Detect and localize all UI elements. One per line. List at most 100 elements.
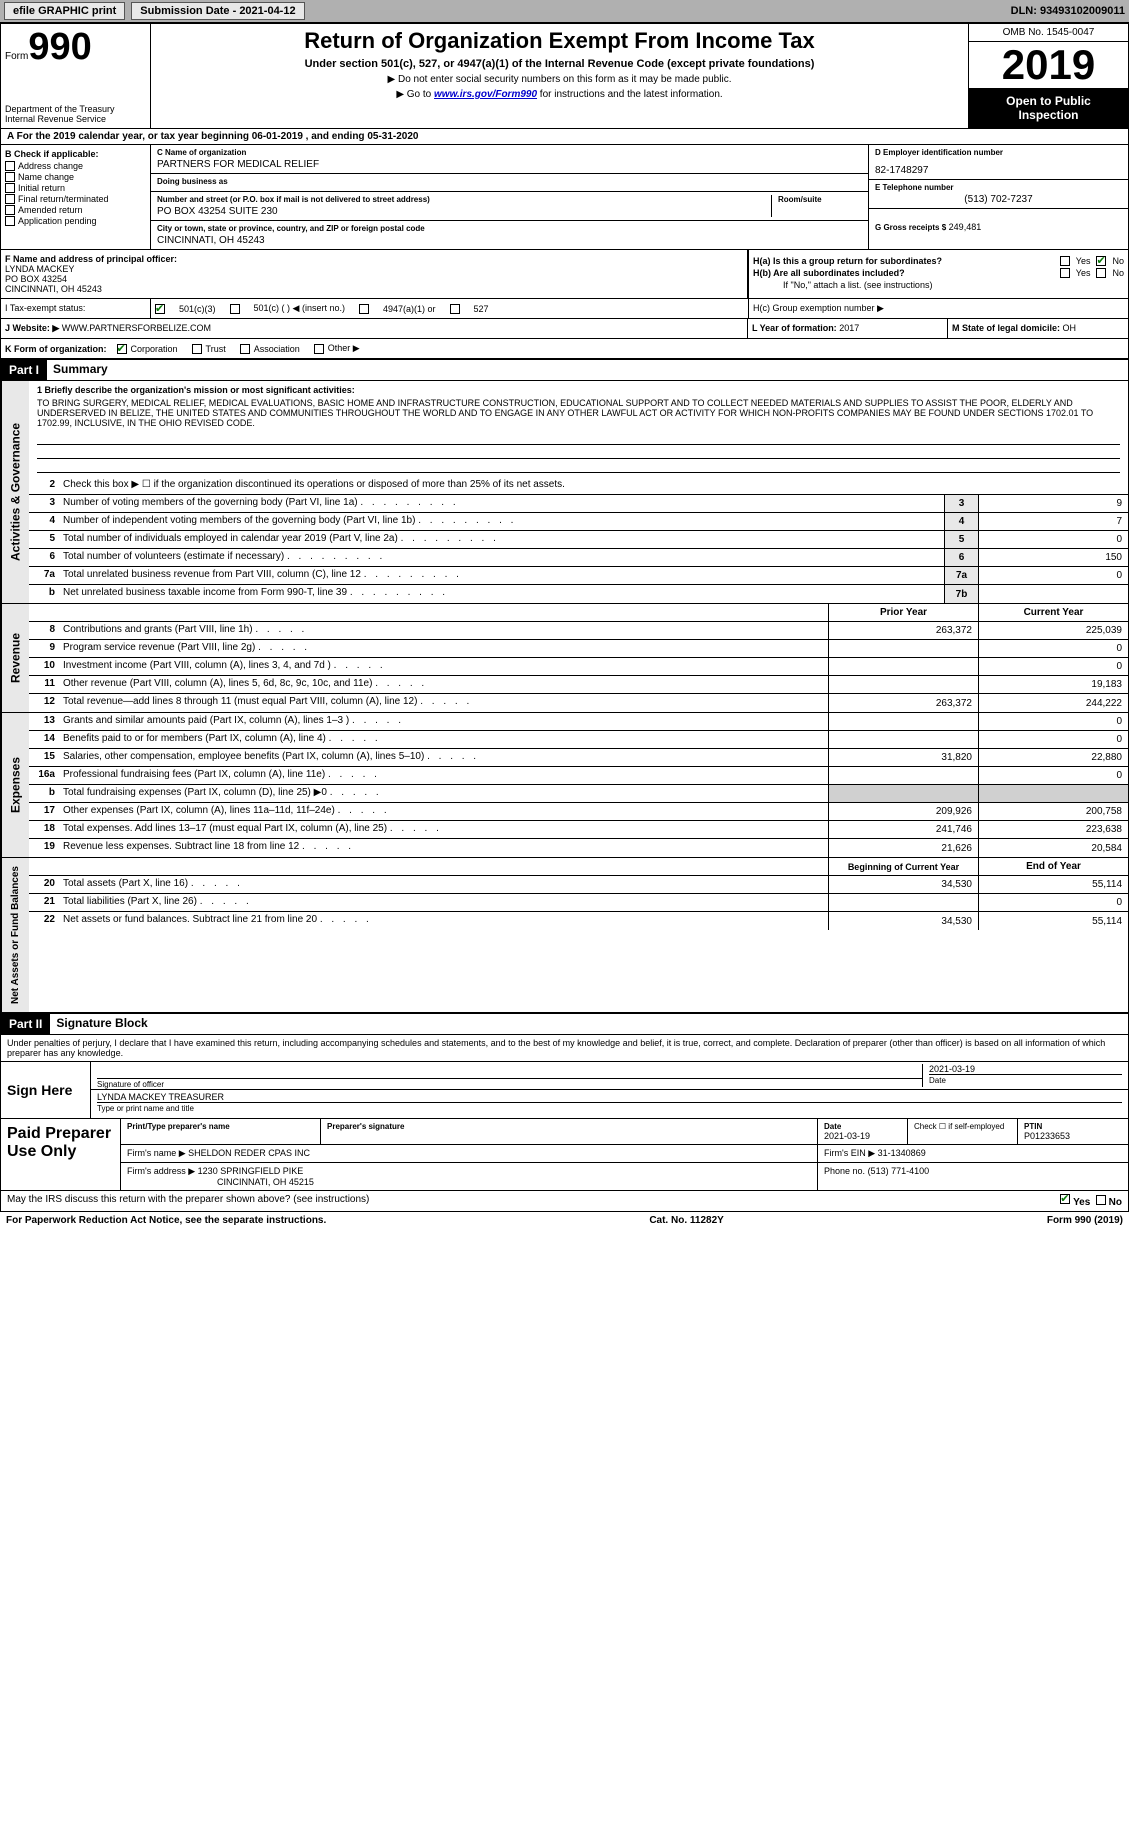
netassets-block: Net Assets or Fund Balances Beginning of… [0,858,1129,1013]
part1-hdr: Part I [1,360,47,380]
line-20-prior: 34,530 [828,876,978,893]
line-13-curr: 0 [978,713,1128,730]
line-10-curr: 0 [978,658,1128,675]
line-19-curr: 20,584 [978,839,1128,857]
line-b-val [978,585,1128,603]
subtitle: Under section 501(c), 527, or 4947(a)(1)… [159,58,960,70]
discuss-row: May the IRS discuss this return with the… [0,1191,1129,1212]
officer-name: LYNDA MACKEY [5,264,74,274]
sidebar-netassets: Net Assets or Fund Balances [1,858,29,1012]
line-20-curr: 55,114 [978,876,1128,893]
year-formed: 2017 [839,323,859,333]
firm-name: SHELDON REDER CPAS INC [188,1148,310,1158]
submission-btn[interactable]: Submission Date - 2021-04-12 [131,2,304,20]
prep-date: 2021-03-19 [824,1131,901,1141]
part2-hdr: Part II [1,1014,50,1034]
line-11-curr: 19,183 [978,676,1128,693]
501c3-chk[interactable] [155,304,165,314]
line-16a-prior [828,767,978,784]
instr1: ▶ Do not enter social security numbers o… [159,74,960,85]
revenue-block: Revenue Prior Year Current Year 8Contrib… [0,604,1129,713]
line-9-prior [828,640,978,657]
title: Return of Organization Exempt From Incom… [159,28,960,54]
entity-section: B Check if applicable: Address changeNam… [0,145,1129,250]
firm-addr: 1230 SPRINGFIELD PIKE [198,1166,304,1176]
gross-receipts: 249,481 [949,222,982,232]
line-3-val: 9 [978,495,1128,512]
firm-phone: (513) 771-4100 [868,1166,930,1176]
efile-btn[interactable]: efile GRAPHIC print [4,2,125,20]
form-header: Form 990 Department of the Treasury Inte… [0,23,1129,129]
declaration: Under penalties of perjury, I declare th… [0,1035,1129,1062]
paid-preparer-block: Paid Preparer Use Only Print/Type prepar… [0,1119,1129,1191]
sidebar-revenue: Revenue [1,604,29,712]
line-10-prior [828,658,978,675]
governance-block: Activities & Governance 1 Briefly descri… [0,381,1129,604]
org-name: PARTNERS FOR MEDICAL RELIEF [157,159,862,170]
ein: 82-1748297 [875,165,1122,176]
topbar: efile GRAPHIC print Submission Date - 20… [0,0,1129,23]
line-12-curr: 244,222 [978,694,1128,712]
discuss-no[interactable] [1096,1195,1106,1205]
discuss-yes[interactable] [1060,1194,1070,1204]
footer: For Paperwork Reduction Act Notice, see … [0,1212,1129,1229]
line-15-curr: 22,880 [978,749,1128,766]
mission: TO BRING SURGERY, MEDICAL RELIEF, MEDICA… [37,398,1120,428]
website: WWW.PARTNERSFORBELIZE.COM [62,323,211,333]
line-22-curr: 55,114 [978,912,1128,930]
domicile: OH [1063,323,1077,333]
org-addr: PO BOX 43254 SUITE 230 [157,206,765,217]
officer-typed: LYNDA MACKEY TREASURER [97,1092,1122,1102]
line-11-prior [828,676,978,693]
ha-no[interactable] [1096,256,1106,266]
dln: DLN: 93493102009011 [1011,5,1125,17]
firm-ein: 31-1340869 [878,1148,926,1158]
line-18-curr: 223,638 [978,821,1128,838]
line-7a-val: 0 [978,567,1128,584]
expenses-block: Expenses 13Grants and similar amounts pa… [0,713,1129,858]
line-17-curr: 200,758 [978,803,1128,820]
line-4-val: 7 [978,513,1128,530]
instr2: ▶ Go to www.irs.gov/Form990 for instruct… [159,89,960,100]
form-word: Form [5,51,28,62]
sidebar-expenses: Expenses [1,713,29,857]
line-19-prior: 21,626 [828,839,978,857]
line-22-prior: 34,530 [828,912,978,930]
hb-yes[interactable] [1060,268,1070,278]
line-15-prior: 31,820 [828,749,978,766]
line-8-prior: 263,372 [828,622,978,639]
line-8-curr: 225,039 [978,622,1128,639]
line-5-val: 0 [978,531,1128,548]
hc-group: H(c) Group exemption number ▶ [748,299,1128,318]
ha-yes[interactable] [1060,256,1070,266]
line-13-prior [828,713,978,730]
row-a: A For the 2019 calendar year, or tax yea… [0,129,1129,145]
sign-here-block: Sign Here Signature of officer 2021-03-1… [0,1062,1129,1119]
line-6-val: 150 [978,549,1128,566]
line-14-curr: 0 [978,731,1128,748]
line-17-prior: 209,926 [828,803,978,820]
line-12-prior: 263,372 [828,694,978,712]
line-16a-curr: 0 [978,767,1128,784]
officer-row: F Name and address of principal officer:… [0,250,1129,299]
line-14-prior [828,731,978,748]
ptin: P01233653 [1024,1131,1122,1141]
line-18-prior: 241,746 [828,821,978,838]
line-b-prior [828,785,978,802]
line-b-curr [978,785,1128,802]
phone: (513) 702-7237 [875,194,1122,205]
sig-date: 2021-03-19 [929,1064,975,1074]
line-21-curr: 0 [978,894,1128,911]
line-21-prior [828,894,978,911]
inspection: Open to Public Inspection [969,88,1128,128]
form-number: 990 [28,28,91,66]
col-b: B Check if applicable: Address changeNam… [1,145,151,249]
irs-link[interactable]: www.irs.gov/Form990 [434,89,537,100]
dept: Department of the Treasury Internal Reve… [5,104,146,124]
hb-no[interactable] [1096,268,1106,278]
omb: OMB No. 1545-0047 [969,24,1128,42]
sidebar-governance: Activities & Governance [1,381,29,603]
tax-year: 2019 [969,42,1128,88]
org-city: CINCINNATI, OH 45243 [157,235,862,246]
line-9-curr: 0 [978,640,1128,657]
